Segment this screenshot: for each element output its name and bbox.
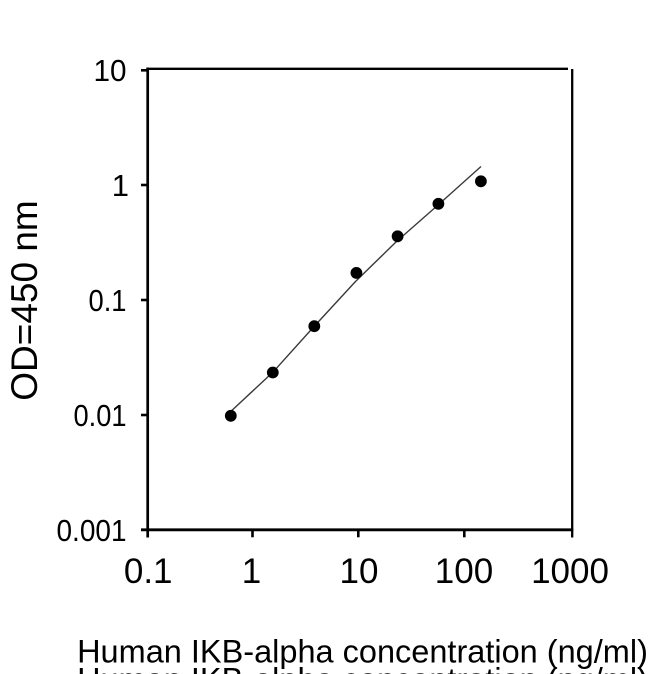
svg-text:OD=450 nm: OD=450 nm <box>4 200 45 401</box>
svg-text:1: 1 <box>242 552 261 591</box>
svg-text:Human IKB-alpha concentration: Human IKB-alpha concentration (ng/ml) <box>77 662 648 674</box>
svg-text:100: 100 <box>435 552 493 591</box>
svg-text:0.1: 0.1 <box>89 283 127 318</box>
svg-text:10: 10 <box>340 552 379 591</box>
svg-text:Human IKB-alpha concentration: Human IKB-alpha concentration (ng/ml) <box>77 634 648 670</box>
svg-text:1: 1 <box>112 168 129 203</box>
svg-text:0.1: 0.1 <box>124 552 173 591</box>
svg-text:0.01: 0.01 <box>74 398 127 433</box>
svg-text:1000: 1000 <box>531 552 609 591</box>
svg-text:10: 10 <box>94 53 127 88</box>
svg-text:0.001: 0.001 <box>57 513 127 548</box>
